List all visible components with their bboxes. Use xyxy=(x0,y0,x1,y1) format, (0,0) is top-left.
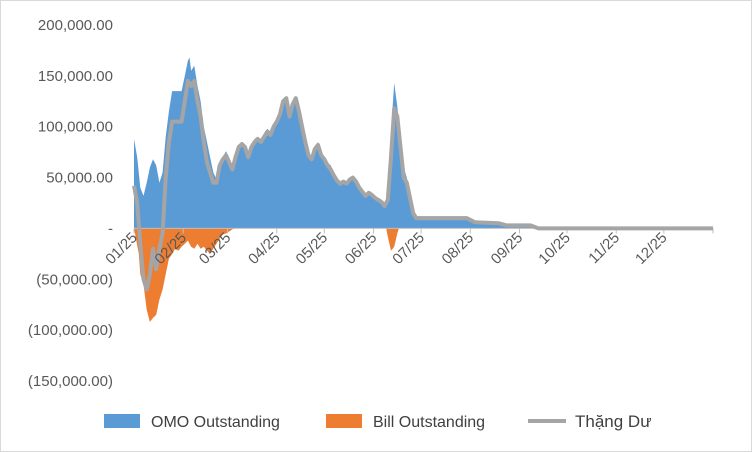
y-tick-label: 100,000.00 xyxy=(38,119,113,136)
x-tick-label: 06/25 xyxy=(342,229,381,268)
x-tick-label: 11/25 xyxy=(585,229,623,267)
x-tick-label: 05/25 xyxy=(293,229,332,268)
x-tick-label: 08/25 xyxy=(439,229,478,268)
legend-swatch-bill xyxy=(326,414,362,428)
y-tick-label: 200,000.00 xyxy=(38,17,113,34)
legend-swatch-omo xyxy=(104,414,140,428)
y-tick-label: 50,000.00 xyxy=(46,170,113,187)
y-tick-label: - xyxy=(108,220,113,237)
legend-item-surplus: Thặng Dư xyxy=(528,412,652,431)
y-tick-label: 150,000.00 xyxy=(38,68,113,85)
x-tick-label: 10/25 xyxy=(535,229,574,268)
area-series-1 xyxy=(134,228,713,322)
x-tick-label: 04/25 xyxy=(245,229,284,268)
x-tick-label: 09/25 xyxy=(488,229,527,268)
x-tick-label: 12/25 xyxy=(632,229,671,268)
y-tick-label: (50,000.00) xyxy=(36,271,113,288)
legend-item-omo: OMO Outstanding xyxy=(104,414,280,431)
line-layer xyxy=(132,78,713,292)
legend-label-bill: Bill Outstanding xyxy=(373,414,485,431)
area-series-0 xyxy=(134,57,713,229)
legend-label-omo: OMO Outstanding xyxy=(151,414,280,431)
line-series-2 xyxy=(132,78,713,292)
legend: OMO Outstanding Bill Outstanding Thặng D… xyxy=(104,412,652,431)
y-tick-label: (100,000.00) xyxy=(28,322,113,339)
legend-label-surplus: Thặng Dư xyxy=(575,412,652,431)
areas-layer xyxy=(134,57,713,322)
legend-item-bill: Bill Outstanding xyxy=(326,414,485,431)
y-tick-label: (150,000.00) xyxy=(28,373,113,390)
y-axis-ticks: 200,000.00 150,000.00 100,000.00 50,000.00 -… xyxy=(28,17,113,390)
